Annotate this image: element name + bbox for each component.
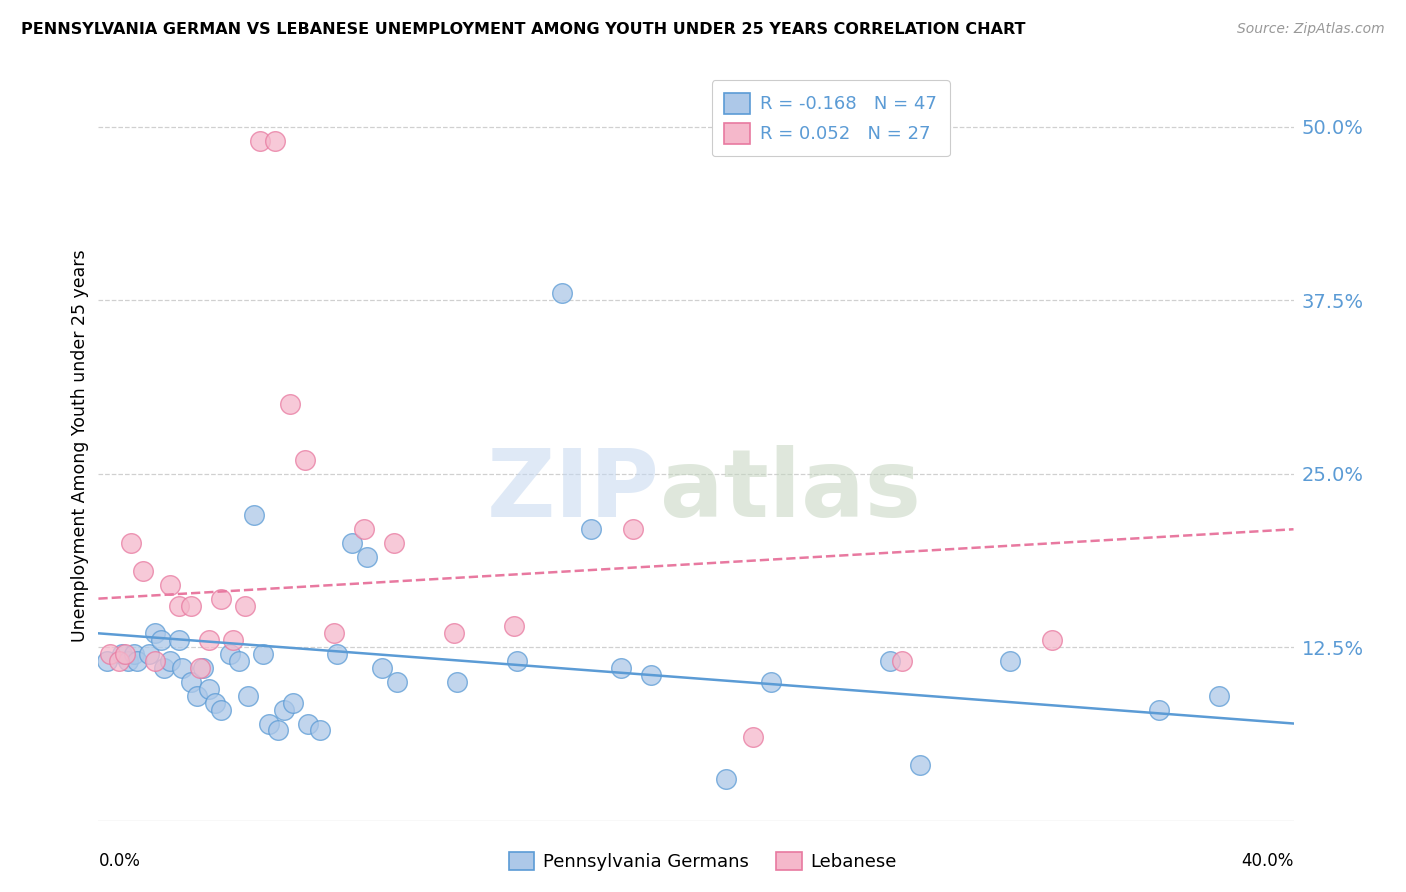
Point: [1208, 689, 1230, 703]
Point: [132, 564, 155, 578]
Text: 40.0%: 40.0%: [1241, 852, 1294, 870]
Point: [759, 674, 782, 689]
Point: [267, 723, 290, 738]
Text: 0.0%: 0.0%: [98, 852, 141, 870]
Point: [446, 674, 468, 689]
Point: [143, 626, 166, 640]
Point: [891, 654, 914, 668]
Point: [204, 696, 226, 710]
Point: [323, 626, 346, 640]
Point: [228, 654, 250, 668]
Point: [159, 578, 181, 592]
Point: [356, 549, 378, 564]
Text: PENNSYLVANIA GERMAN VS LEBANESE UNEMPLOYMENT AMONG YOUTH UNDER 25 YEARS CORRELAT: PENNSYLVANIA GERMAN VS LEBANESE UNEMPLOY…: [21, 22, 1025, 37]
Point: [159, 654, 181, 668]
Point: [143, 654, 166, 668]
Point: [1147, 703, 1170, 717]
Point: [879, 654, 901, 668]
Point: [100, 647, 122, 661]
Point: [294, 453, 316, 467]
Point: [342, 536, 364, 550]
Point: [741, 731, 763, 745]
Point: [371, 661, 394, 675]
Point: [257, 716, 280, 731]
Point: [385, 674, 409, 689]
Point: [550, 286, 572, 301]
Point: [714, 772, 737, 786]
Point: [998, 654, 1021, 668]
Point: [191, 661, 214, 675]
Point: [153, 661, 176, 675]
Point: [640, 668, 662, 682]
Point: [243, 508, 266, 523]
Point: [114, 647, 136, 661]
Point: [180, 674, 202, 689]
Point: [209, 703, 232, 717]
Point: [138, 647, 160, 661]
Legend: Pennsylvania Germans, Lebanese: Pennsylvania Germans, Lebanese: [502, 845, 904, 879]
Point: [167, 633, 190, 648]
Point: [222, 633, 245, 648]
Point: [278, 397, 301, 411]
Point: [621, 522, 644, 536]
Point: [108, 654, 131, 668]
Point: [117, 654, 139, 668]
Point: [120, 536, 142, 550]
Point: [382, 536, 405, 550]
Point: [127, 654, 149, 668]
Point: [326, 647, 349, 661]
Point: [1040, 633, 1063, 648]
Point: [219, 647, 242, 661]
Point: [610, 661, 633, 675]
Point: [263, 134, 285, 148]
Point: [233, 599, 256, 613]
Point: [198, 633, 221, 648]
Point: [443, 626, 465, 640]
Point: [353, 522, 375, 536]
Point: [252, 647, 274, 661]
Point: [198, 681, 221, 696]
Point: [124, 647, 146, 661]
Point: [273, 703, 295, 717]
Text: ZIP: ZIP: [488, 445, 661, 537]
Point: [167, 599, 190, 613]
Point: [297, 716, 319, 731]
Point: [236, 689, 259, 703]
Y-axis label: Unemployment Among Youth under 25 years: Unemployment Among Youth under 25 years: [70, 250, 89, 642]
Point: [249, 134, 271, 148]
Point: [908, 758, 931, 772]
Point: [506, 654, 529, 668]
Point: [502, 619, 524, 633]
Point: [111, 647, 134, 661]
Point: [281, 696, 304, 710]
Point: [186, 689, 208, 703]
Point: [209, 591, 232, 606]
Point: [180, 599, 202, 613]
Point: [581, 522, 603, 536]
Text: atlas: atlas: [661, 445, 921, 537]
Legend: R = -0.168   N = 47, R = 0.052   N = 27: R = -0.168 N = 47, R = 0.052 N = 27: [711, 80, 950, 156]
Point: [96, 654, 118, 668]
Point: [188, 661, 211, 675]
Point: [150, 633, 173, 648]
Point: [172, 661, 194, 675]
Point: [308, 723, 330, 738]
Text: Source: ZipAtlas.com: Source: ZipAtlas.com: [1237, 22, 1385, 37]
